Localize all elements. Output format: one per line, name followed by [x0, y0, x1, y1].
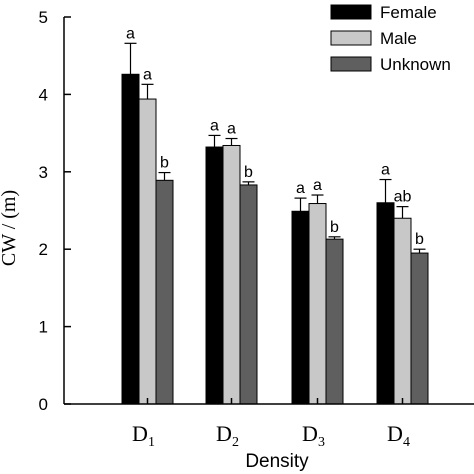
x-tick-label: D4: [387, 421, 410, 450]
x-tick-label-subscript: 1: [148, 435, 155, 450]
significance-label: a: [126, 25, 135, 42]
bar-male-1: [138, 98, 157, 405]
x-tick-label: D1: [132, 421, 155, 450]
legend: Female Male Unknown: [330, 3, 451, 74]
bar-male-3: [308, 203, 327, 405]
significance-label: b: [330, 219, 339, 236]
y-axis-title: CW / (m): [0, 190, 20, 266]
significance-label: b: [160, 155, 169, 172]
bar-unknown-3: [325, 238, 344, 405]
bar-unknown-4: [410, 252, 429, 405]
significance-label: a: [227, 121, 236, 138]
legend-swatch-male: [330, 30, 372, 46]
legend-label-unknown: Unknown: [380, 55, 451, 74]
x-tick-label: D2: [216, 421, 239, 450]
x-tick-label-subscript: 4: [403, 435, 410, 450]
bar-female-1: [121, 73, 140, 405]
significance-label: b: [244, 164, 253, 181]
y-tick-label: 1: [39, 318, 48, 337]
x-axis-title: Density: [245, 451, 309, 472]
legend-label-female: Female: [380, 3, 437, 22]
x-tick-label-subscript: 2: [232, 435, 239, 450]
x-tick-label: D3: [302, 421, 325, 450]
significance-label: a: [210, 117, 219, 134]
y-tick-label: 4: [39, 85, 48, 104]
bar-male-4: [393, 217, 412, 405]
error-bars: [124, 42, 426, 254]
significance-label: ab: [394, 189, 412, 206]
y-tick-label: 0: [39, 395, 48, 414]
bar-male-2: [222, 144, 241, 405]
axes: 0 1 2 3 4 5 D1 D2 D3 D4 Density CW / (m): [0, 8, 474, 472]
y-tick-label: 2: [39, 240, 48, 259]
bar-female-4: [376, 202, 395, 405]
significance-label: a: [296, 180, 305, 197]
legend-label-male: Male: [380, 29, 417, 48]
bars: [121, 73, 429, 405]
bar-female-2: [205, 146, 224, 405]
legend-swatch-female: [330, 4, 372, 20]
significance-label: a: [381, 162, 390, 179]
bar-unknown-1: [155, 179, 174, 405]
x-tick-label-subscript: 3: [318, 435, 325, 450]
significance-label: a: [313, 177, 322, 194]
bar-female-3: [291, 210, 310, 405]
significance-label: b: [415, 231, 424, 248]
legend-swatch-unknown: [330, 56, 372, 72]
y-tick-label: 3: [39, 163, 48, 182]
bar-unknown-2: [239, 184, 258, 405]
significance-label: a: [143, 66, 152, 83]
y-tick-label: 5: [39, 8, 48, 27]
